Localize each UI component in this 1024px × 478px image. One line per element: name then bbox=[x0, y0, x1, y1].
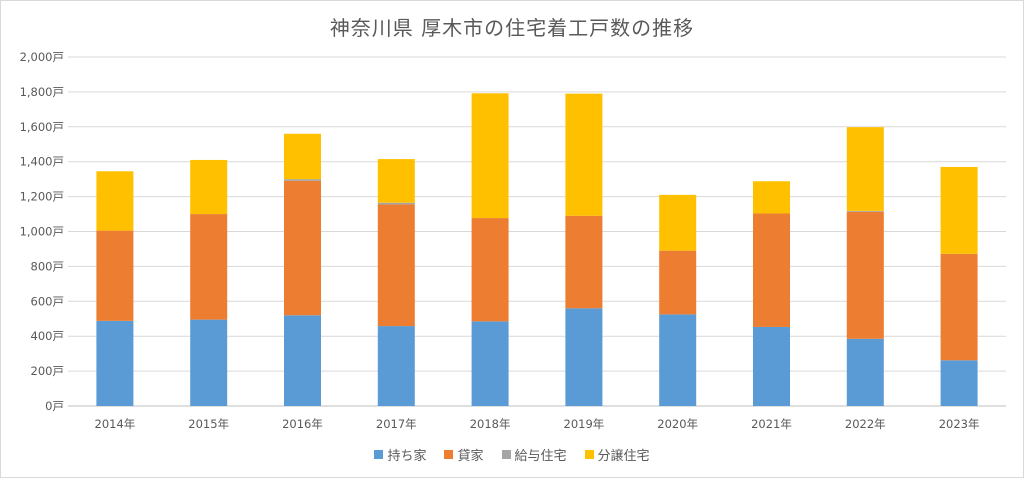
bar-segment bbox=[846, 338, 884, 406]
legend-label: 貸家 bbox=[457, 449, 484, 464]
y-tick-label: 2,000戸 bbox=[20, 50, 64, 64]
bar-segment bbox=[377, 326, 415, 406]
bar-segment bbox=[753, 213, 790, 327]
y-tick-label: 1,400戸 bbox=[20, 155, 64, 169]
legend-label: 分譲住宅 bbox=[597, 449, 650, 464]
bar-segment bbox=[284, 133, 321, 180]
y-tick-label: 0戸 bbox=[45, 399, 64, 413]
x-tick-label: 2020年 bbox=[657, 417, 698, 431]
bar-segment bbox=[659, 314, 697, 406]
bar-segment bbox=[753, 326, 790, 406]
bar-segment bbox=[659, 250, 697, 315]
legend-label: 給与住宅 bbox=[514, 449, 567, 464]
y-tick-label: 400戸 bbox=[31, 329, 64, 343]
bar-segment bbox=[565, 308, 603, 406]
chart-title: 神奈川県 厚木市の住宅着工戸数の推移 bbox=[329, 16, 695, 40]
bar-segment bbox=[753, 181, 790, 214]
bar-segment bbox=[190, 319, 228, 406]
y-tick-label: 1,800戸 bbox=[20, 85, 64, 99]
x-tick-label: 2021年 bbox=[751, 417, 792, 431]
bar-segment bbox=[940, 360, 978, 406]
x-tick-label: 2014年 bbox=[95, 417, 136, 431]
bar-segment bbox=[565, 215, 603, 309]
bar-segment bbox=[377, 202, 415, 205]
bar-segment bbox=[96, 230, 134, 321]
bar-segment bbox=[846, 127, 884, 211]
bars bbox=[96, 93, 978, 406]
chart-legend: 持ち家 貸家 給与住宅 分譲住宅 bbox=[0, 445, 1024, 464]
bar-segment bbox=[284, 179, 321, 181]
x-tick-label: 2018年 bbox=[470, 417, 511, 431]
bar-segment bbox=[284, 315, 321, 406]
bar-segment bbox=[565, 93, 603, 216]
y-tick-label: 1,600戸 bbox=[20, 120, 64, 134]
y-tick-label: 200戸 bbox=[31, 364, 64, 378]
x-tick-label: 2019年 bbox=[564, 417, 605, 431]
bar-segment bbox=[659, 194, 697, 251]
legend-item: 持ち家 bbox=[374, 445, 426, 464]
bar-segment bbox=[846, 211, 884, 339]
legend-swatch bbox=[501, 450, 511, 459]
legend-item: 貸家 bbox=[444, 445, 484, 464]
legend-item: 分譲住宅 bbox=[584, 445, 650, 464]
legend-label: 持ち家 bbox=[387, 449, 427, 464]
x-tick-label: 2016年 bbox=[282, 417, 323, 431]
legend-swatch bbox=[584, 450, 594, 459]
legend-swatch bbox=[444, 450, 454, 459]
bar-segment bbox=[377, 159, 415, 203]
bar-segment bbox=[846, 210, 884, 212]
bar-segment bbox=[471, 218, 509, 322]
bar-segment bbox=[190, 159, 228, 215]
x-tick-label: 2022年 bbox=[845, 417, 886, 431]
bar-segment bbox=[940, 166, 978, 254]
bar-segment bbox=[190, 214, 228, 320]
x-tick-label: 2015年 bbox=[188, 417, 229, 431]
x-tick-label: 2017年 bbox=[376, 417, 417, 431]
y-tick-label: 1,000戸 bbox=[20, 225, 64, 239]
bar-segment bbox=[471, 321, 509, 406]
x-axis-ticks: 2014年 2015年 2016年 2017年 2018年 2019年 2020年 2021年… bbox=[95, 417, 980, 431]
legend-swatch bbox=[374, 450, 384, 459]
y-tick-label: 1,200戸 bbox=[20, 190, 64, 204]
x-tick-label: 2023年 bbox=[939, 417, 980, 431]
bar-segment bbox=[471, 93, 509, 219]
bar-segment bbox=[96, 171, 134, 231]
bar-segment bbox=[940, 253, 978, 361]
bar-segment bbox=[377, 204, 415, 327]
bar-segment bbox=[96, 320, 134, 406]
y-tick-label: 800戸 bbox=[31, 259, 64, 273]
legend-item: 給与住宅 bbox=[501, 445, 567, 464]
y-axis-ticks: 0戸 200戸 400戸 600戸 800戸 1,000戸 1,200戸 1,400戸 1,60… bbox=[20, 50, 64, 413]
y-tick-label: 600戸 bbox=[31, 294, 64, 308]
bar-segment bbox=[284, 180, 321, 316]
